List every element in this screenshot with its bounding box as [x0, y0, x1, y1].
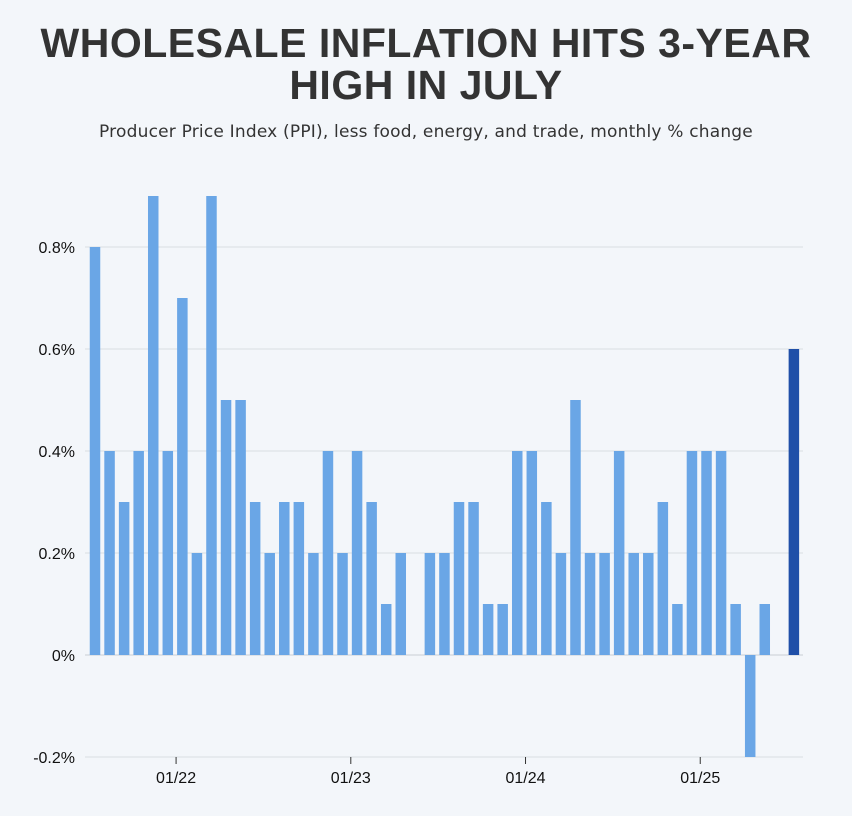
- x-tick-label: 01/25: [680, 770, 720, 787]
- y-tick-label: 0.6%: [39, 342, 75, 359]
- y-tick-label: 0.2%: [39, 546, 75, 563]
- chart-subtitle: Producer Price Index (PPI), less food, e…: [99, 122, 753, 142]
- bar: [366, 502, 377, 655]
- bar: [308, 553, 319, 655]
- bar: [191, 553, 203, 655]
- bar: [526, 451, 538, 655]
- y-tick-label: 0%: [52, 648, 75, 665]
- bar: [468, 502, 479, 655]
- bar: [351, 451, 363, 655]
- y-tick-label: 0.8%: [39, 240, 75, 257]
- bar: [701, 451, 712, 655]
- x-tick-label: 01/23: [331, 770, 371, 787]
- bar: [541, 502, 552, 655]
- bar: [657, 502, 669, 655]
- bar: [482, 604, 494, 655]
- bar: [555, 553, 567, 655]
- title-line-2: HIGH IN JULY: [289, 62, 563, 108]
- bar: [206, 196, 217, 655]
- bar: [293, 502, 305, 655]
- bar: [220, 400, 232, 655]
- bar: [744, 655, 756, 757]
- bar: [672, 604, 683, 655]
- bar: [628, 553, 639, 655]
- bar: [147, 196, 159, 655]
- x-tick-label: 01/22: [156, 770, 196, 787]
- bar: [424, 553, 436, 655]
- bar: [118, 502, 130, 655]
- bar: [759, 604, 771, 655]
- bar: [249, 502, 261, 655]
- bar: [686, 451, 698, 655]
- bar: [104, 451, 115, 655]
- bar: [264, 553, 275, 655]
- bar: [89, 247, 101, 655]
- bar: [584, 553, 596, 655]
- bar: [279, 502, 290, 655]
- y-tick-label: -0.2%: [33, 750, 75, 767]
- bar: [439, 553, 450, 655]
- y-tick-label: 0.4%: [39, 444, 75, 461]
- bar: [177, 298, 188, 655]
- bar: [453, 502, 465, 655]
- bar: [730, 604, 741, 655]
- bar: [497, 604, 508, 655]
- x-tick-label: 01/24: [505, 770, 545, 787]
- bar: [133, 451, 144, 655]
- bar: [322, 451, 334, 655]
- bar: [570, 400, 581, 655]
- title-line-1: WHOLESALE INFLATION HITS 3-YEAR: [40, 20, 812, 66]
- bar: [613, 451, 625, 655]
- bar: [235, 400, 246, 655]
- bar: [337, 553, 348, 655]
- chart-title: WHOLESALE INFLATION HITS 3-YEAR HIGH IN …: [0, 22, 852, 106]
- bar: [643, 553, 654, 655]
- bar: [715, 451, 727, 655]
- bar: [395, 553, 407, 655]
- bar: [162, 451, 174, 655]
- bar: [380, 604, 392, 655]
- bar: [788, 349, 800, 655]
- bar: [511, 451, 523, 655]
- bar: [599, 553, 610, 655]
